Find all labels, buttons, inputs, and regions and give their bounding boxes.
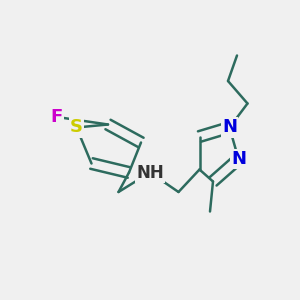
Text: NH: NH bbox=[136, 164, 164, 181]
Text: N: N bbox=[231, 150, 246, 168]
Text: F: F bbox=[51, 108, 63, 126]
Text: S: S bbox=[70, 118, 83, 136]
Text: N: N bbox=[222, 118, 237, 136]
